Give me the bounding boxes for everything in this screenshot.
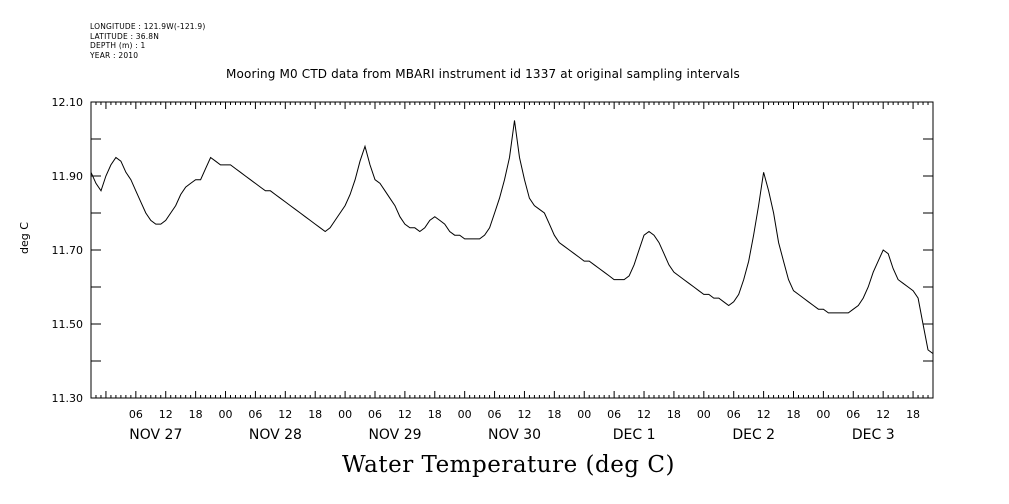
x-tick-label: 00 <box>219 408 233 421</box>
x-tick-label: 00 <box>458 408 472 421</box>
x-tick-label: 12 <box>278 408 292 421</box>
x-tick-label: 18 <box>308 408 322 421</box>
x-tick-label: 12 <box>876 408 890 421</box>
meta-latitude: LATITUDE : 36.8N <box>90 31 160 41</box>
x-tick-label: 12 <box>637 408 651 421</box>
x-axis-label: Water Temperature (deg C) <box>342 452 675 478</box>
x-tick-label: 00 <box>577 408 591 421</box>
x-tick-label: 12 <box>398 408 412 421</box>
x-tick-label: 18 <box>547 408 561 421</box>
x-tick-label: 06 <box>846 408 860 421</box>
x-day-label: NOV 28 <box>249 427 302 443</box>
x-tick-label: 00 <box>816 408 830 421</box>
x-day-label: NOV 27 <box>129 427 182 443</box>
x-tick-label: 06 <box>607 408 621 421</box>
x-tick-label: 06 <box>488 408 502 421</box>
x-day-label: DEC 2 <box>732 427 775 443</box>
metadata-block: LONGITUDE : 121.9W(-121.9) LATITUDE : 36… <box>90 22 205 60</box>
tick-marks <box>90 101 934 399</box>
x-tick-label: 06 <box>727 408 741 421</box>
x-day-label: NOV 29 <box>368 427 421 443</box>
meta-depth: DEPTH (m) : 1 <box>90 41 146 51</box>
tick-labels: 06 12 18 00 06 12 18 00 06 12 18 00 06 12 18 00 06 12 18 00… <box>52 96 921 443</box>
x-tick-label: 00 <box>338 408 352 421</box>
plot-frame <box>90 101 934 399</box>
y-tick-label: 12.10 <box>52 96 84 109</box>
x-tick-label: 12 <box>517 408 531 421</box>
x-tick-label: 18 <box>786 408 800 421</box>
x-tick-label: 12 <box>757 408 771 421</box>
y-tick-label: 11.70 <box>52 244 84 257</box>
x-day-label: DEC 3 <box>852 427 895 443</box>
x-tick-label: 18 <box>667 408 681 421</box>
y-tick-label: 11.30 <box>52 392 84 405</box>
y-tick-label: 11.90 <box>52 170 84 183</box>
x-tick-label: 06 <box>368 408 382 421</box>
x-tick-label: 06 <box>248 408 262 421</box>
x-tick-label: 18 <box>906 408 920 421</box>
chart-title: Mooring M0 CTD data from MBARI instrumen… <box>226 67 740 81</box>
x-tick-label: 18 <box>428 408 442 421</box>
x-day-label: DEC 1 <box>613 427 656 443</box>
meta-longitude: LONGITUDE : 121.9W(-121.9) <box>90 22 206 31</box>
x-day-label: NOV 30 <box>488 427 541 443</box>
temperature-series-line <box>90 120 934 355</box>
x-tick-label: 06 <box>129 408 143 421</box>
meta-year: YEAR : 2010 <box>90 50 139 60</box>
x-tick-label: 12 <box>159 408 173 421</box>
x-tick-label: 18 <box>189 408 203 421</box>
x-tick-label: 00 <box>697 408 711 421</box>
y-tick-label: 11.50 <box>52 318 84 331</box>
